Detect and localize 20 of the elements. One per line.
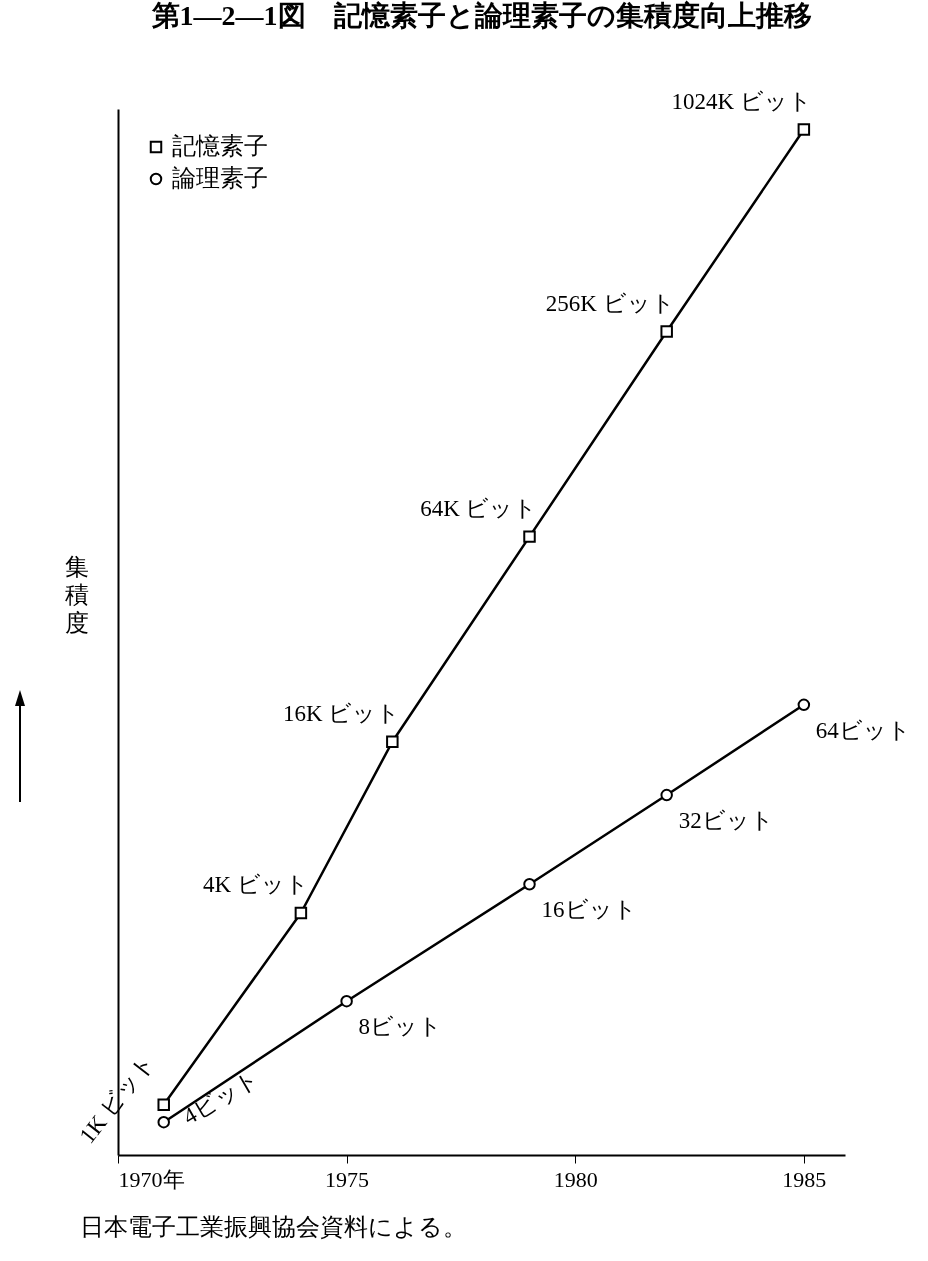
annotation: 32ビット [678, 808, 774, 834]
legend-label: 記憶素子 [172, 133, 268, 159]
annotation: 64K ビット [420, 495, 538, 521]
annotation: 16ビット [541, 897, 637, 923]
annotation: 1024K ビット [671, 88, 812, 114]
annotation: 1K ビット [74, 1049, 160, 1149]
x-tick-label: 1985 [782, 1166, 827, 1192]
annotation: 256K ビット [545, 290, 675, 316]
x-tick-label: 1975 [325, 1166, 370, 1192]
legend-label: 論理素子 [172, 165, 268, 191]
annotation: 64ビット [815, 717, 911, 743]
annotation: 16K ビット [282, 700, 401, 726]
x-tick-label: 1970年 [118, 1166, 185, 1192]
annotation: 8ビット [358, 1014, 443, 1040]
y-axis-title: 集積度 [64, 553, 89, 636]
annotation: 4ビット [178, 1065, 264, 1130]
chart-title: 第1—2—1図 記憶素子と論理素子の集積度向上推移 [150, 0, 812, 31]
text: 日本電子工業振興協会資料による。 [80, 1213, 468, 1242]
annotation: 4K ビット [203, 871, 309, 897]
x-tick-label: 1980 [553, 1166, 598, 1192]
